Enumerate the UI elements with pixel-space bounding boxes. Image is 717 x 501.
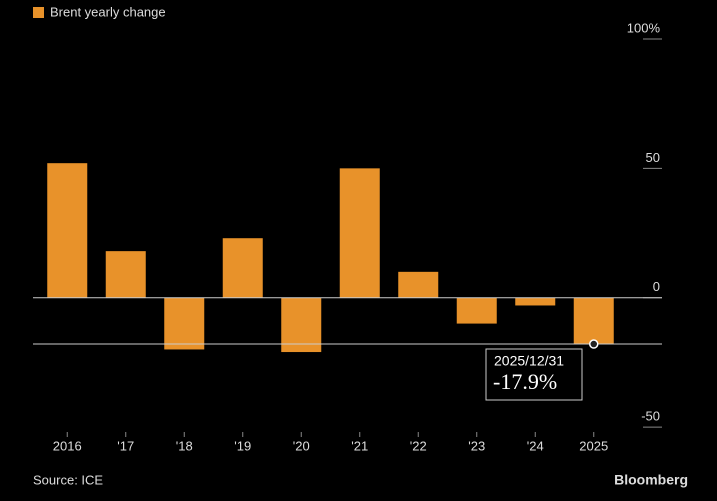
tooltip-date: 2025/12/31: [494, 353, 564, 369]
bar: [515, 297, 556, 306]
bar: [281, 297, 322, 353]
legend-swatch: [33, 7, 44, 18]
x-tick-label: '21: [351, 438, 368, 453]
y-tick-label: 100%: [627, 20, 661, 35]
brand: Bloomberg: [614, 472, 688, 488]
y-tick-label: 50: [646, 150, 660, 165]
bar: [398, 271, 439, 298]
legend-label: Brent yearly change: [50, 4, 166, 19]
x-tick-label: '22: [410, 438, 427, 453]
y-tick-label: 0: [653, 279, 660, 294]
tooltip-box: [485, 348, 583, 401]
bar: [456, 297, 497, 324]
x-tick-label: '23: [468, 438, 485, 453]
x-tick-label: '20: [293, 438, 310, 453]
x-tick-label: '17: [117, 438, 134, 453]
bar: [105, 251, 146, 298]
x-tick-label: '18: [176, 438, 193, 453]
bar: [339, 168, 380, 298]
hover-dot: [589, 339, 599, 349]
x-tick-label: '24: [527, 438, 544, 453]
source: Source: ICE: [33, 472, 103, 487]
bar: [573, 297, 614, 345]
x-tick-label: 2016: [53, 438, 82, 453]
x-tick-label: 2025: [579, 438, 608, 453]
y-tick-label: -50: [641, 409, 660, 424]
bar: [164, 297, 205, 350]
bar: [222, 238, 263, 298]
bar: [47, 163, 88, 298]
tooltip-value: -17.9%: [493, 369, 557, 394]
x-tick-label: '19: [234, 438, 251, 453]
